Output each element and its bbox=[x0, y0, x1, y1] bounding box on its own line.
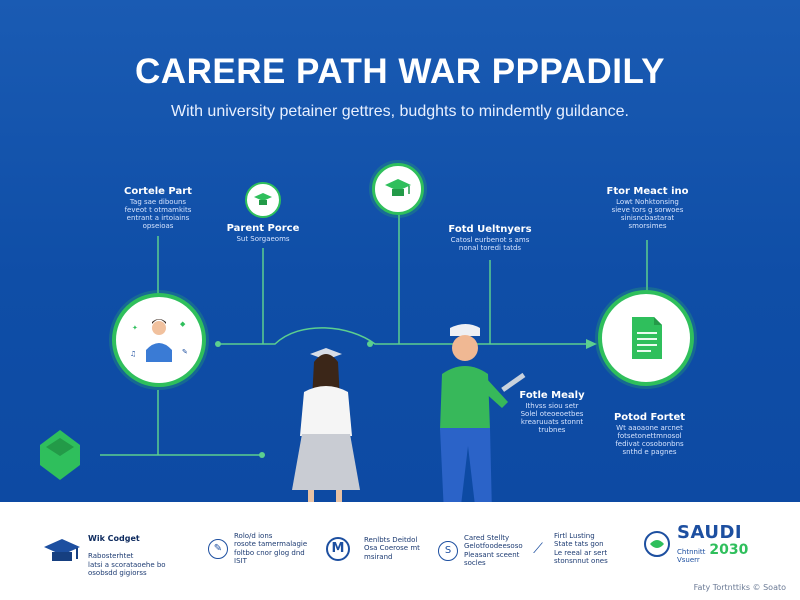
footer-item-rolo: ✎ Rolo/d ions rosote tamermalagie foltbo… bbox=[208, 532, 307, 566]
footer-item-desc: Firtl Lusting State tats gon Le reeal ar… bbox=[554, 532, 608, 566]
student-icon: ✦ ◆ ♫ ✎ bbox=[130, 319, 188, 362]
footer-item-title: Wik Codget bbox=[88, 534, 140, 544]
footer-item-desc: Renlbts Deitdol Osa Coerose mt msirand bbox=[364, 536, 420, 561]
student-avatar-circle: ✦ ◆ ♫ ✎ bbox=[112, 293, 206, 387]
graduation-cap-icon bbox=[44, 538, 80, 561]
footer-item-desc: Rabosterhtet latsi a scorataoehe bo osob… bbox=[88, 552, 166, 578]
footer-item-firtl: ⟋ Firtl Lusting State tats gon Le reeal … bbox=[528, 532, 608, 566]
node-potod: Potod Fortet Wt aaoaone arcnet fotsetone… bbox=[597, 412, 702, 456]
footer-item-cared: S Cared Stellty Gelotfoodeesoso Pleasant… bbox=[438, 534, 523, 568]
brand-sub: Chtnnitt Vsuerr bbox=[677, 548, 706, 564]
svg-text:◆: ◆ bbox=[180, 320, 186, 328]
s-badge-icon: S bbox=[438, 540, 458, 561]
node-fotle: Fotle Mealy Ithvss siou setr Solel oteoe… bbox=[502, 390, 602, 434]
student-woman-illustration bbox=[292, 348, 360, 524]
svg-text:✦: ✦ bbox=[132, 324, 138, 332]
node-desc: Sut Sorgaeoms bbox=[236, 234, 290, 243]
document-icon bbox=[632, 317, 662, 359]
pencil-icon: ✎ bbox=[208, 538, 228, 559]
timeline-dot bbox=[215, 341, 221, 347]
node-title: Parent Porce bbox=[226, 223, 300, 234]
page-subtitle: With university petainer gettres, budght… bbox=[170, 103, 629, 120]
mortarboard-icon bbox=[385, 179, 411, 196]
node-parent: Parent Porce Sut Sorgaeoms bbox=[213, 223, 313, 243]
connector-lines bbox=[40, 214, 648, 480]
graduation-cap-icon bbox=[254, 193, 272, 205]
node-desc: Catosl eurbenot s ams nonal toredi tatds bbox=[450, 235, 530, 252]
node-desc: Tag sae dibouns feveot t otmamkits entra… bbox=[124, 197, 192, 230]
footer-credit: Faty Tortnttiks © Soato bbox=[693, 583, 786, 592]
wrench-icon: ⟋ bbox=[533, 540, 543, 557]
vision-emblem-icon bbox=[644, 531, 670, 557]
brand-word: SAUDI bbox=[677, 522, 743, 543]
svg-text:✎: ✎ bbox=[182, 348, 188, 356]
node-title: Fotle Mealy bbox=[519, 390, 585, 401]
page-title: CARERE PATH WAR PPPADILY bbox=[135, 52, 665, 91]
timeline-dot bbox=[367, 341, 373, 347]
node-fotd: Fotd Ueltnyers Catosl eurbenot s ams non… bbox=[430, 224, 550, 252]
graduation-hex-icon bbox=[40, 430, 80, 480]
m-badge-icon: M bbox=[326, 536, 350, 561]
svg-text:♫: ♫ bbox=[130, 350, 136, 358]
footer-bar: Wik Codget Rabosterhtet latsi a scoratao… bbox=[0, 502, 800, 600]
document-circle bbox=[598, 290, 694, 386]
node-title: Fotd Ueltnyers bbox=[448, 224, 532, 235]
node-title: Potod Fortet bbox=[613, 412, 686, 423]
footer-item-wik: Wik Codget Rabosterhtet latsi a scoratao… bbox=[42, 526, 166, 578]
footer-item-renlbts: M Renlbts Deitdol Osa Coerose mt msirand bbox=[326, 536, 420, 561]
timeline-dot bbox=[259, 452, 265, 458]
brand-year: 2030 bbox=[709, 542, 749, 558]
node-desc: Lowt Nohktonsing sieve tors g sorwoes si… bbox=[611, 197, 684, 230]
node-title: Ftor Meact ino bbox=[606, 186, 689, 197]
footer-item-desc: Cared Stellty Gelotfoodeesoso Pleasant s… bbox=[464, 534, 523, 568]
timeline-arrow bbox=[586, 339, 597, 349]
parent-node-circle bbox=[245, 182, 281, 218]
node-title: Cortele Part bbox=[124, 186, 192, 197]
node-desc: Wt aaoaone arcnet fotsetonettmnosol fedi… bbox=[615, 423, 684, 456]
node-desc: Ithvss siou setr Solel oteoeoetbes krear… bbox=[520, 401, 584, 434]
saudi-vision-logo: SAUDI Chtnnitt Vsuerr 2030 bbox=[643, 524, 748, 564]
hero-panel: CARERE PATH WAR PPPADILY With university… bbox=[0, 0, 800, 502]
footer-item-desc: Rolo/d ions rosote tamermalagie foltbo c… bbox=[234, 532, 308, 566]
node-ftor: Ftor Meact ino Lowt Nohktonsing sieve to… bbox=[595, 186, 700, 230]
top-center-circle bbox=[372, 163, 424, 215]
node-cortele: Cortele Part Tag sae dibouns feveot t ot… bbox=[108, 186, 208, 230]
